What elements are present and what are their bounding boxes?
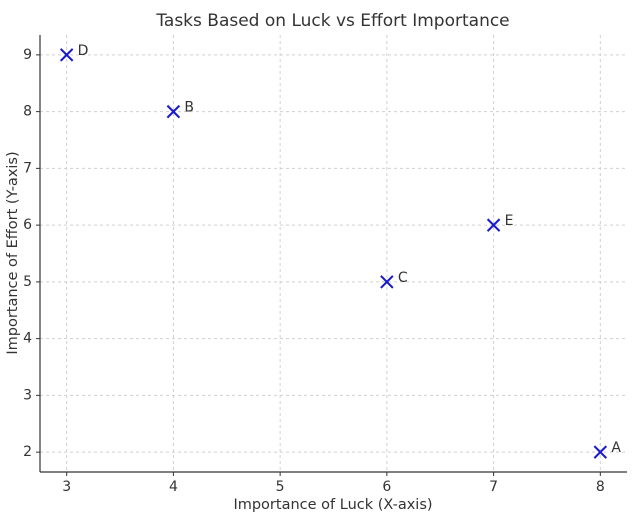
point (59, 48, 74, 62)
y-tick-label: 5 (23, 274, 32, 290)
chart-title: Tasks Based on Luck vs Effort Importance (155, 11, 509, 31)
x-tick-label: 4 (169, 479, 178, 495)
point-stroke (486, 218, 501, 232)
x-axis-label: Importance of Luck (X-axis) (233, 497, 432, 513)
point (593, 445, 608, 459)
x-tick-label: 3 (62, 479, 71, 495)
point (486, 218, 501, 232)
point (166, 104, 181, 119)
point-stroke (593, 445, 608, 459)
point-stroke (166, 104, 181, 119)
y-tick-label: 9 (23, 47, 32, 63)
y-tick-label: 7 (23, 160, 32, 176)
point-label: A (611, 440, 621, 456)
point-label: C (398, 270, 408, 286)
x-tick-label: 6 (382, 479, 391, 495)
y-tick-label: 6 (23, 217, 32, 233)
point-stroke (380, 275, 394, 289)
x-tick-label: 7 (489, 479, 498, 495)
point (380, 275, 394, 289)
y-tick-label: 4 (23, 331, 32, 347)
point-label: B (184, 100, 194, 116)
point-stroke (59, 48, 74, 62)
x-tick-label: 5 (276, 479, 285, 495)
y-tick-label: 3 (23, 387, 32, 403)
y-axis-label: Importance of Effort (Y-axis) (5, 151, 21, 354)
y-tick-label: 2 (23, 444, 32, 460)
x-tick-label: 8 (596, 479, 605, 495)
point-label: E (505, 213, 514, 229)
y-tick-label: 8 (23, 104, 32, 120)
point-label: D (78, 43, 89, 59)
